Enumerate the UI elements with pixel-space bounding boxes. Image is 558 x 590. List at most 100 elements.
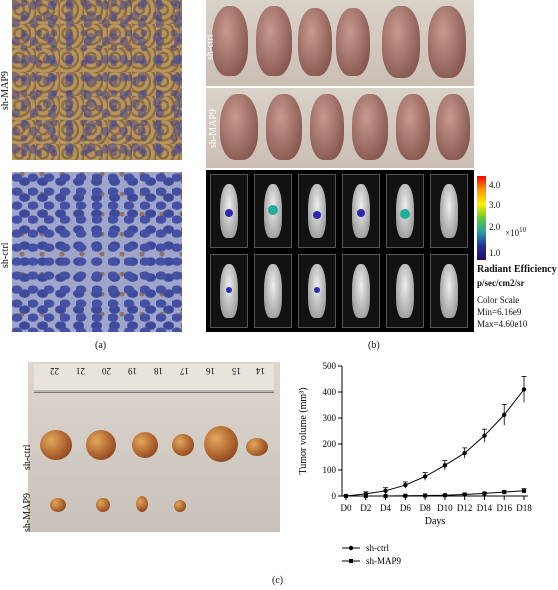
- caption-b: (b): [368, 340, 380, 351]
- data-point-square: [482, 491, 487, 496]
- mouse: [336, 8, 370, 76]
- ivis-mouse-image: [254, 174, 292, 248]
- mouse: [298, 8, 332, 76]
- colorbar-exponent-power: 10: [519, 226, 527, 234]
- ivis-mouse-image: [298, 254, 336, 328]
- color-scale-title: Color Scale: [477, 295, 520, 305]
- colorbar-title: Radiant Efficiency: [477, 264, 557, 275]
- tumor-sh-ctrl: [132, 432, 158, 458]
- ivis-mouse-image: [254, 254, 292, 328]
- ihc-label-sh-map9: sh-MAP9: [0, 71, 11, 110]
- ivis-mouse-image: [386, 174, 424, 248]
- y-tick-label: 200: [323, 439, 337, 449]
- ruler-number: 20: [102, 366, 111, 376]
- caption-c: (c): [272, 575, 284, 586]
- data-point-circle: [521, 387, 527, 392]
- colorbar-tick: 3.0: [489, 200, 501, 210]
- ihc-label-sh-ctrl: sh-ctrl: [0, 242, 11, 268]
- photo-label-sh-map9: sh-MAP9: [208, 109, 219, 148]
- y-axis-label: Tumor volume (mm³): [298, 387, 309, 474]
- mice-photo-sh-map9: [206, 88, 474, 168]
- tumor-sh-map9: [174, 500, 186, 512]
- chart-axes: 0 100 200 300 400 500 D0 D2 D4 D6 D8 D10 D12 D14 D16 D1…: [298, 361, 532, 527]
- mouse: [352, 94, 388, 160]
- colorbar-exponent-base: ×10: [505, 228, 520, 238]
- chart-legend: sh-ctrl sh-MAP9: [342, 543, 402, 566]
- y-tick-label: 300: [323, 413, 337, 423]
- colorbar-tick: 1.0: [489, 248, 501, 258]
- colorbar-exponent: ×1010: [505, 226, 526, 238]
- ruler-number: 15: [232, 366, 241, 376]
- mouse: [256, 6, 292, 76]
- ivis-mouse-image: [386, 254, 424, 328]
- ruler-number: 17: [180, 366, 189, 376]
- colorbar-tick: 4.0: [489, 180, 501, 190]
- data-point-square: [383, 494, 388, 498]
- chart-series-layer: [343, 375, 527, 499]
- mouse: [212, 6, 248, 76]
- data-point-circle: [462, 450, 467, 456]
- tumor-sh-ctrl: [172, 434, 194, 456]
- mouse: [310, 94, 344, 160]
- tumor-sh-map9: [136, 496, 148, 512]
- ruler-number: 19: [128, 366, 137, 376]
- y-tick-label: 400: [323, 387, 337, 397]
- ruler-number: 14: [256, 366, 265, 376]
- ivis-imaging-panel: [206, 170, 474, 332]
- data-point-square: [522, 488, 526, 493]
- x-tick-label: D14: [477, 503, 493, 513]
- data-point-circle: [502, 412, 507, 418]
- excised-tumors-photo: 22 21 20 19 18 17 16 15 14: [28, 362, 280, 532]
- ruler: 22 21 20 19 18 17 16 15 14: [34, 364, 274, 393]
- ruler-number: 16: [206, 366, 215, 376]
- legend-marker-square: [349, 559, 353, 563]
- legend-marker-circle: [348, 545, 354, 551]
- data-point-square: [363, 494, 368, 498]
- imaging-label-sh-map9: sh-MAP9: [196, 273, 207, 312]
- mouse: [220, 94, 258, 160]
- y-tick-label: 500: [323, 361, 337, 371]
- data-point-square: [502, 490, 507, 495]
- tumor-sh-ctrl: [204, 426, 238, 462]
- ivis-mouse-image: [430, 254, 468, 328]
- data-point-circle: [422, 474, 428, 479]
- x-tick-label: D12: [457, 503, 473, 513]
- data-point-square: [403, 493, 408, 498]
- series-line-sh-MAP9: [346, 490, 525, 497]
- tumor-sh-map9: [96, 498, 110, 512]
- photo-label-sh-ctrl: sh-ctrl: [205, 34, 216, 60]
- mouse: [396, 94, 430, 160]
- colorbar-unit: p/sec/cm2/sr: [477, 278, 525, 288]
- tumor-sh-ctrl: [246, 438, 268, 456]
- mouse: [436, 94, 470, 160]
- ivis-mouse-image: [342, 174, 380, 248]
- ruler-number: 18: [154, 366, 163, 376]
- data-point-circle: [482, 433, 487, 438]
- ihc-image-sh-ctrl: [12, 172, 182, 332]
- ivis-mouse-image: [342, 254, 380, 328]
- mouse: [382, 6, 420, 78]
- data-point-square: [462, 492, 467, 497]
- ivis-mouse-image: [298, 174, 336, 248]
- x-tick-label: D0: [341, 503, 352, 513]
- series-line-sh-ctrl: [345, 389, 525, 497]
- x-axis-label: Days: [425, 516, 446, 527]
- caption-a: (a): [95, 340, 107, 351]
- ivis-mouse-image: [210, 174, 248, 248]
- tumor-sh-ctrl: [40, 430, 72, 460]
- tumor-volume-chart: 0 100 200 300 400 500 D0 D2 D4 D6 D8 D10 D12 D14 D16 D1…: [298, 361, 532, 566]
- x-tick-label: D10: [437, 503, 453, 513]
- x-tick-label: D6: [400, 503, 411, 513]
- tumor-label-sh-map9: sh-MAP9: [22, 493, 33, 532]
- x-tick-label: D4: [380, 503, 391, 513]
- y-tick-label: 100: [323, 465, 337, 475]
- x-tick-label: D16: [496, 503, 512, 513]
- data-point-circle: [403, 482, 408, 488]
- mice-photo-sh-ctrl: [206, 0, 474, 86]
- legend-label: sh-MAP9: [366, 556, 402, 566]
- color-scale-max: Max=4.60e10: [477, 319, 528, 329]
- tumor-sh-map9: [50, 498, 66, 512]
- data-point-square: [344, 494, 348, 498]
- ruler-number: 22: [50, 366, 59, 376]
- mouse: [266, 94, 302, 160]
